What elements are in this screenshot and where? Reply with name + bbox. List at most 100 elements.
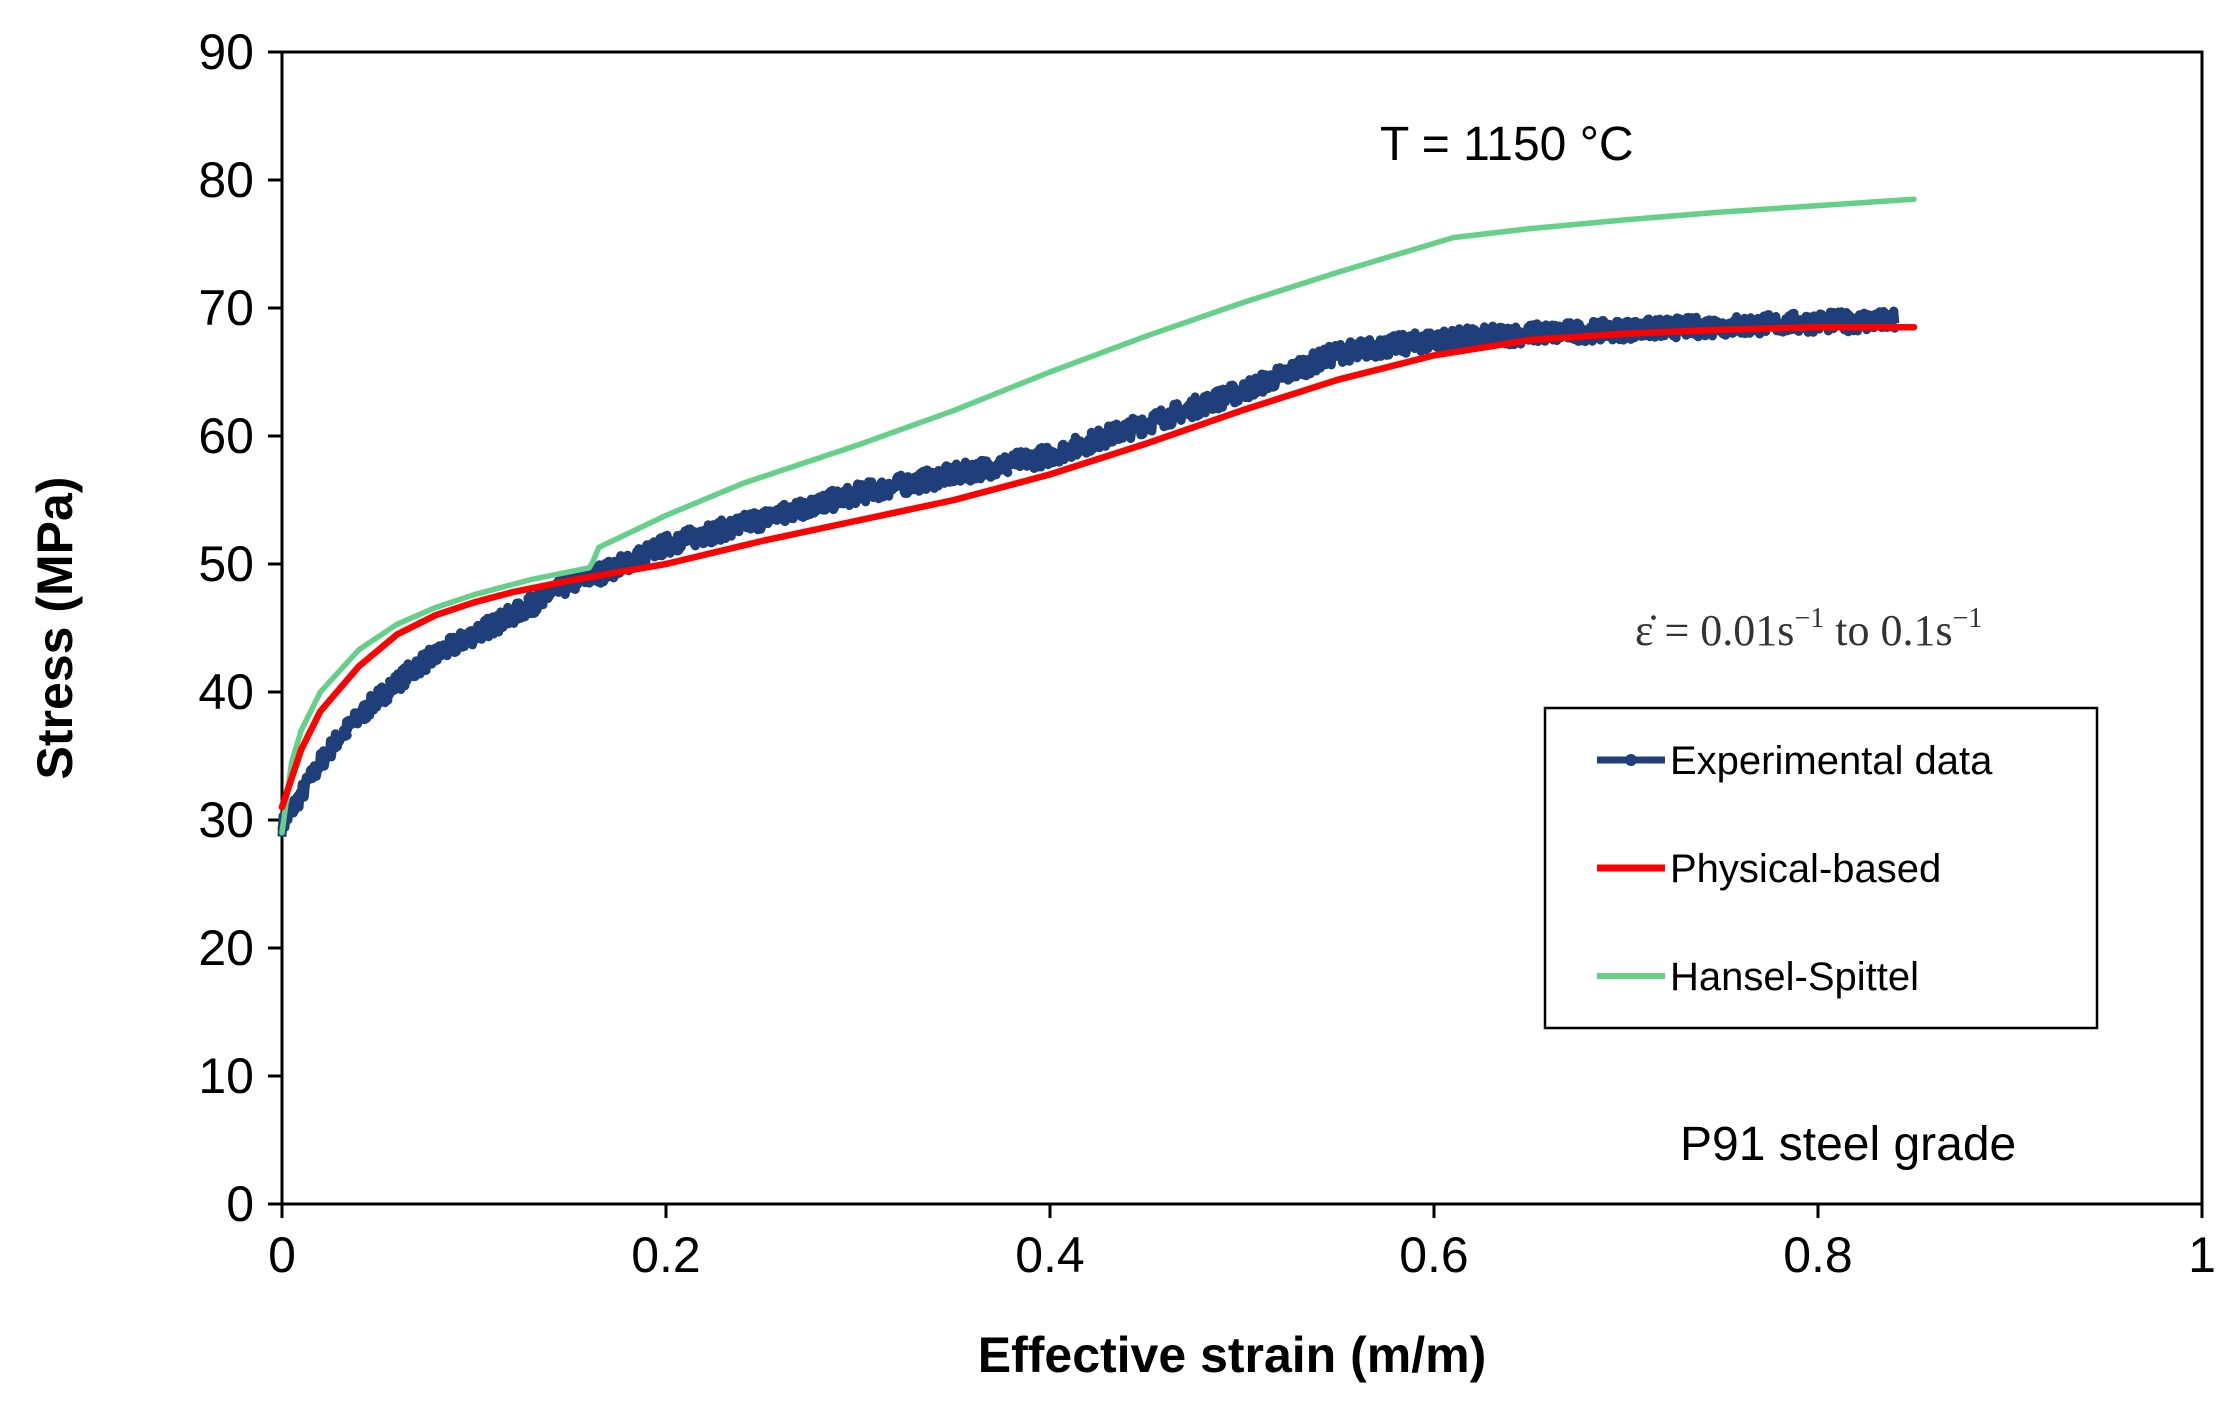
- data-point-experimental-data: [1279, 365, 1289, 374]
- data-point-experimental-data: [949, 477, 959, 487]
- x-tick-label: 0.6: [1399, 1227, 1469, 1283]
- data-point-experimental-data: [807, 507, 817, 517]
- y-tick-label: 10: [198, 1048, 254, 1104]
- strain-rate-annotation: ε̇ = 0.01s−1 to 0.1s−1: [1635, 603, 1982, 655]
- data-point-experimental-data: [350, 714, 360, 724]
- data-point-experimental-data: [1229, 387, 1239, 397]
- data-point-experimental-data: [995, 455, 1005, 464]
- data-point-experimental-data: [619, 557, 629, 567]
- data-point-experimental-data: [880, 490, 890, 500]
- data-point-experimental-data: [1686, 317, 1696, 327]
- data-point-experimental-data: [1817, 309, 1827, 319]
- data-point-experimental-data: [1329, 345, 1339, 355]
- data-point-experimental-data: [865, 485, 874, 495]
- data-point-experimental-data: [446, 641, 456, 651]
- data-point-experimental-data: [895, 476, 905, 486]
- data-point-experimental-data: [650, 552, 659, 562]
- data-point-experimental-data: [738, 521, 748, 531]
- data-point-experimental-data: [1844, 310, 1854, 320]
- data-point-experimental-data: [1348, 342, 1358, 352]
- data-point-experimental-data: [623, 550, 633, 560]
- data-point-experimental-data: [1168, 415, 1178, 425]
- data-point-experimental-data: [707, 521, 717, 531]
- data-point-experimental-data: [711, 535, 721, 545]
- y-tick-label: 60: [198, 408, 254, 464]
- x-tick-label: 0.4: [1015, 1227, 1085, 1283]
- data-point-experimental-data: [381, 683, 391, 693]
- data-point-experimental-data: [1418, 331, 1427, 341]
- data-point-experimental-data: [1206, 396, 1216, 406]
- data-point-experimental-data: [469, 629, 479, 639]
- y-tick-label: 40: [198, 664, 254, 720]
- data-point-experimental-data: [853, 495, 863, 505]
- y-tick-label: 80: [198, 152, 254, 208]
- y-tick-label: 20: [198, 920, 254, 976]
- x-tick-label: 1: [2188, 1227, 2216, 1283]
- data-point-experimental-data: [1763, 311, 1773, 320]
- data-point-experimental-data: [373, 699, 383, 709]
- data-point-experimental-data: [1333, 352, 1343, 361]
- data-point-experimental-data: [1421, 345, 1431, 355]
- data-point-experimental-data: [603, 557, 613, 567]
- data-point-experimental-data: [815, 492, 825, 502]
- data-point-experimental-data: [776, 502, 786, 512]
- data-point-experimental-data: [304, 775, 314, 785]
- data-point-experimental-data: [1126, 427, 1136, 437]
- data-point-experimental-data: [868, 493, 878, 503]
- data-point-experimental-data: [408, 672, 418, 682]
- data-point-experimental-data: [392, 675, 402, 685]
- legend: Experimental data Physical-based Hansel-…: [1543, 706, 2099, 1030]
- data-point-experimental-data: [838, 488, 848, 498]
- data-point-experimental-data: [519, 609, 529, 619]
- data-point-experimental-data: [1106, 425, 1116, 435]
- data-point-experimental-data: [673, 530, 682, 540]
- data-point-experimental-data: [1640, 317, 1650, 327]
- data-point-experimental-data: [312, 761, 322, 771]
- y-axis: 0 10 20 30 40 50 60 70 80 90: [198, 24, 282, 1232]
- data-point-experimental-data: [1410, 344, 1420, 354]
- data-point-experimental-data: [722, 524, 732, 534]
- plot-area-frame: [280, 50, 2204, 1206]
- data-point-experimental-data: [1383, 350, 1393, 360]
- strain-rate-prefix: ε̇ = 0.01s: [1635, 606, 1794, 655]
- data-point-experimental-data: [1356, 350, 1366, 360]
- data-point-experimental-data: [1199, 403, 1209, 413]
- data-point-experimental-data: [769, 515, 778, 525]
- data-point-experimental-data: [1490, 330, 1500, 340]
- material-annotation: P91 steel grade: [1680, 1118, 2016, 1171]
- data-point-experimental-data: [1452, 340, 1462, 350]
- data-point-experimental-data: [538, 600, 548, 610]
- series-line-hansel-spittel: [279, 196, 1917, 836]
- data-point-experimental-data: [1429, 341, 1439, 350]
- data-point-experimental-data: [1368, 348, 1378, 358]
- data-point-experimental-data: [1037, 444, 1047, 453]
- data-point-experimental-data: [1732, 316, 1742, 326]
- data-point-experimental-data: [500, 607, 510, 617]
- data-point-experimental-data: [765, 506, 775, 516]
- data-point-experimental-data: [323, 750, 333, 760]
- data-point-experimental-data: [1629, 317, 1639, 327]
- series-line-physical-based: [278, 323, 1918, 811]
- temperature-annotation: T = 1150 °C: [1380, 118, 1634, 171]
- data-point-experimental-data: [730, 515, 740, 524]
- data-point-experimental-data: [1448, 333, 1458, 343]
- data-point-experimental-data: [481, 626, 490, 636]
- data-point-experimental-data: [757, 521, 767, 531]
- data-point-experimental-data: [1560, 324, 1570, 334]
- data-point-experimental-data: [1825, 315, 1834, 325]
- data-point-experimental-data: [753, 510, 763, 520]
- data-point-experimental-data: [1406, 335, 1416, 345]
- data-point-experimental-data: [1145, 425, 1155, 435]
- data-point-experimental-data: [1272, 376, 1282, 386]
- data-point-experimental-data: [961, 470, 970, 480]
- legend-label-experimental: Experimental data: [1670, 739, 1993, 783]
- series-layer: [277, 196, 1918, 837]
- data-point-experimental-data: [1233, 396, 1243, 406]
- data-point-experimental-data: [1322, 354, 1331, 364]
- data-point-experimental-data: [1283, 375, 1293, 385]
- y-tick-label: 30: [198, 792, 254, 848]
- data-point-experimental-data: [799, 497, 809, 507]
- data-point-experimental-data: [442, 651, 452, 661]
- data-point-experimental-data: [1302, 360, 1312, 370]
- data-point-experimental-data: [945, 465, 955, 475]
